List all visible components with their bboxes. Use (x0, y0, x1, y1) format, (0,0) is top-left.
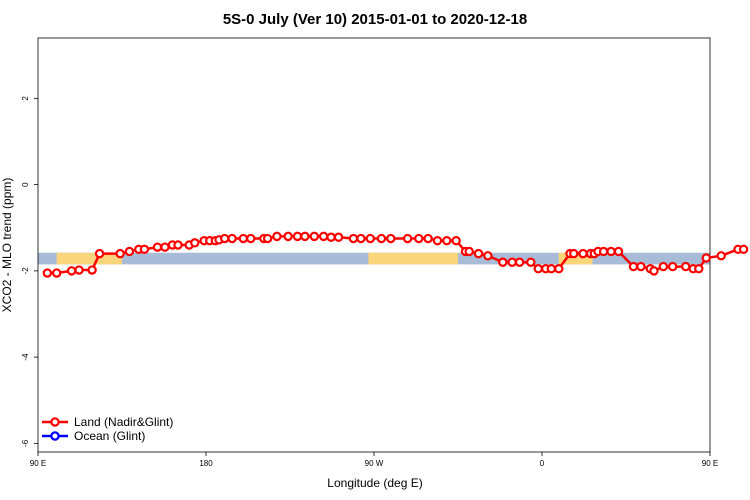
land-nadir-glint-point (219, 233, 230, 244)
land-nadir-glint-point (578, 248, 588, 259)
y-axis-label: XCO2 - MLO trend (ppm) (0, 178, 14, 313)
land-nadir-glint-point (701, 253, 711, 263)
land-nadir-glint-point (190, 238, 200, 248)
land-nadir-glint-point (272, 231, 282, 242)
land-nadir-glint-point (514, 257, 525, 267)
land-nadir-glint-point (533, 264, 543, 274)
x-tick-label: 0 (540, 459, 545, 468)
land-region (368, 252, 458, 265)
land-nadir-glint-point (309, 231, 319, 242)
land-nadir-glint-point (160, 242, 170, 252)
land-nadir-glint-point (326, 232, 336, 242)
land-nadir-glint-point (51, 268, 62, 278)
land-nadir-glint-point (87, 265, 97, 275)
land-nadir-glint-point (74, 265, 84, 275)
land-nadir-glint-point (292, 231, 303, 242)
land-nadir-glint-point (300, 231, 310, 242)
land-nadir-glint-point (348, 233, 359, 244)
land-nadir-glint-point (658, 261, 669, 272)
y-tick-label: -2 (21, 267, 30, 275)
land-nadir-glint-point (333, 232, 344, 242)
land-nadir-glint-point (738, 244, 749, 255)
y-tick-label: -6 (21, 439, 30, 447)
x-tick-label: 90 E (702, 459, 718, 468)
land-nadir-glint-point (694, 264, 704, 274)
legend: Land (Nadir&Glint)Ocean (Glint) (42, 415, 173, 443)
land-nadir-glint-point (262, 233, 273, 244)
land-nadir-glint-point (554, 264, 564, 274)
land-nadir-glint-point (414, 233, 424, 244)
land-nadir-glint-point (628, 261, 639, 272)
land-region (56, 252, 122, 265)
land-nadir-glint-point (716, 251, 726, 261)
land-nadir-glint-point (636, 261, 646, 272)
land-nadir-glint-point (173, 240, 183, 250)
land-nadir-glint-point (546, 264, 557, 274)
land-nadir-glint-point (483, 251, 493, 261)
x-tick-label: 90 E (30, 459, 46, 468)
land-nadir-glint-point (227, 233, 237, 244)
land-nadir-glint-point (246, 233, 256, 244)
land-nadir-glint-point (649, 266, 659, 276)
plot-area: 90 E 180 90 W 0 90 E 2 0 -2 -4 -6 (21, 37, 749, 468)
land-nadir-glint-point (42, 268, 53, 278)
land-nadir-glint-point (402, 233, 413, 244)
x-tick-label: 180 (199, 459, 213, 468)
land-nadir-glint-point (356, 233, 366, 244)
chart-title: 5S-0 July (Ver 10) 2015-01-01 to 2020-12… (223, 11, 527, 28)
land-nadir-glint-point (283, 231, 293, 242)
land-nadir-glint-point (464, 246, 474, 257)
land-nadir-glint-point (667, 261, 678, 272)
land-nadir-glint-point (606, 246, 616, 257)
land-nadir-glint-point (473, 248, 484, 259)
land-nadir-glint-point (432, 235, 443, 246)
legend-label: Ocean (Glint) (74, 429, 145, 443)
land-nadir-glint-point (238, 233, 249, 244)
land-nadir-glint-point (569, 248, 579, 259)
land-nadir-glint-point (423, 233, 433, 244)
land-nadir-glint-point (318, 231, 329, 242)
land-nadir-glint-point (124, 246, 135, 257)
land-nadir-glint-point (365, 233, 375, 244)
land-nadir-glint-point (376, 233, 387, 244)
y-tick-label: -4 (21, 353, 30, 361)
y-tick-label: 0 (21, 182, 30, 187)
legend-marker (50, 417, 60, 427)
legend-label: Land (Nadir&Glint) (74, 415, 173, 429)
land-nadir-glint-point (598, 246, 609, 257)
land-nadir-glint-point (94, 248, 105, 259)
land-nadir-glint-point (152, 242, 163, 252)
land-nadir-glint-point (526, 257, 536, 267)
x-axis-label: Longitude (deg E) (327, 476, 422, 490)
y-tick-label: 2 (21, 96, 30, 101)
land-nadir-glint-point (139, 244, 150, 255)
x-tick-label: 90 W (365, 459, 384, 468)
land-nadir-glint-point (613, 246, 624, 257)
land-nadir-glint-point (115, 248, 125, 259)
land-nadir-glint-point (498, 257, 508, 267)
land-nadir-glint-point (386, 233, 396, 244)
land-region (558, 252, 593, 265)
land-nadir-glint-point (442, 235, 452, 246)
land-nadir-glint-point (507, 257, 517, 267)
legend-marker (50, 431, 60, 441)
land-nadir-glint-point (451, 235, 461, 246)
land-nadir-glint-point (66, 266, 77, 276)
land-nadir-glint-point (681, 261, 691, 272)
